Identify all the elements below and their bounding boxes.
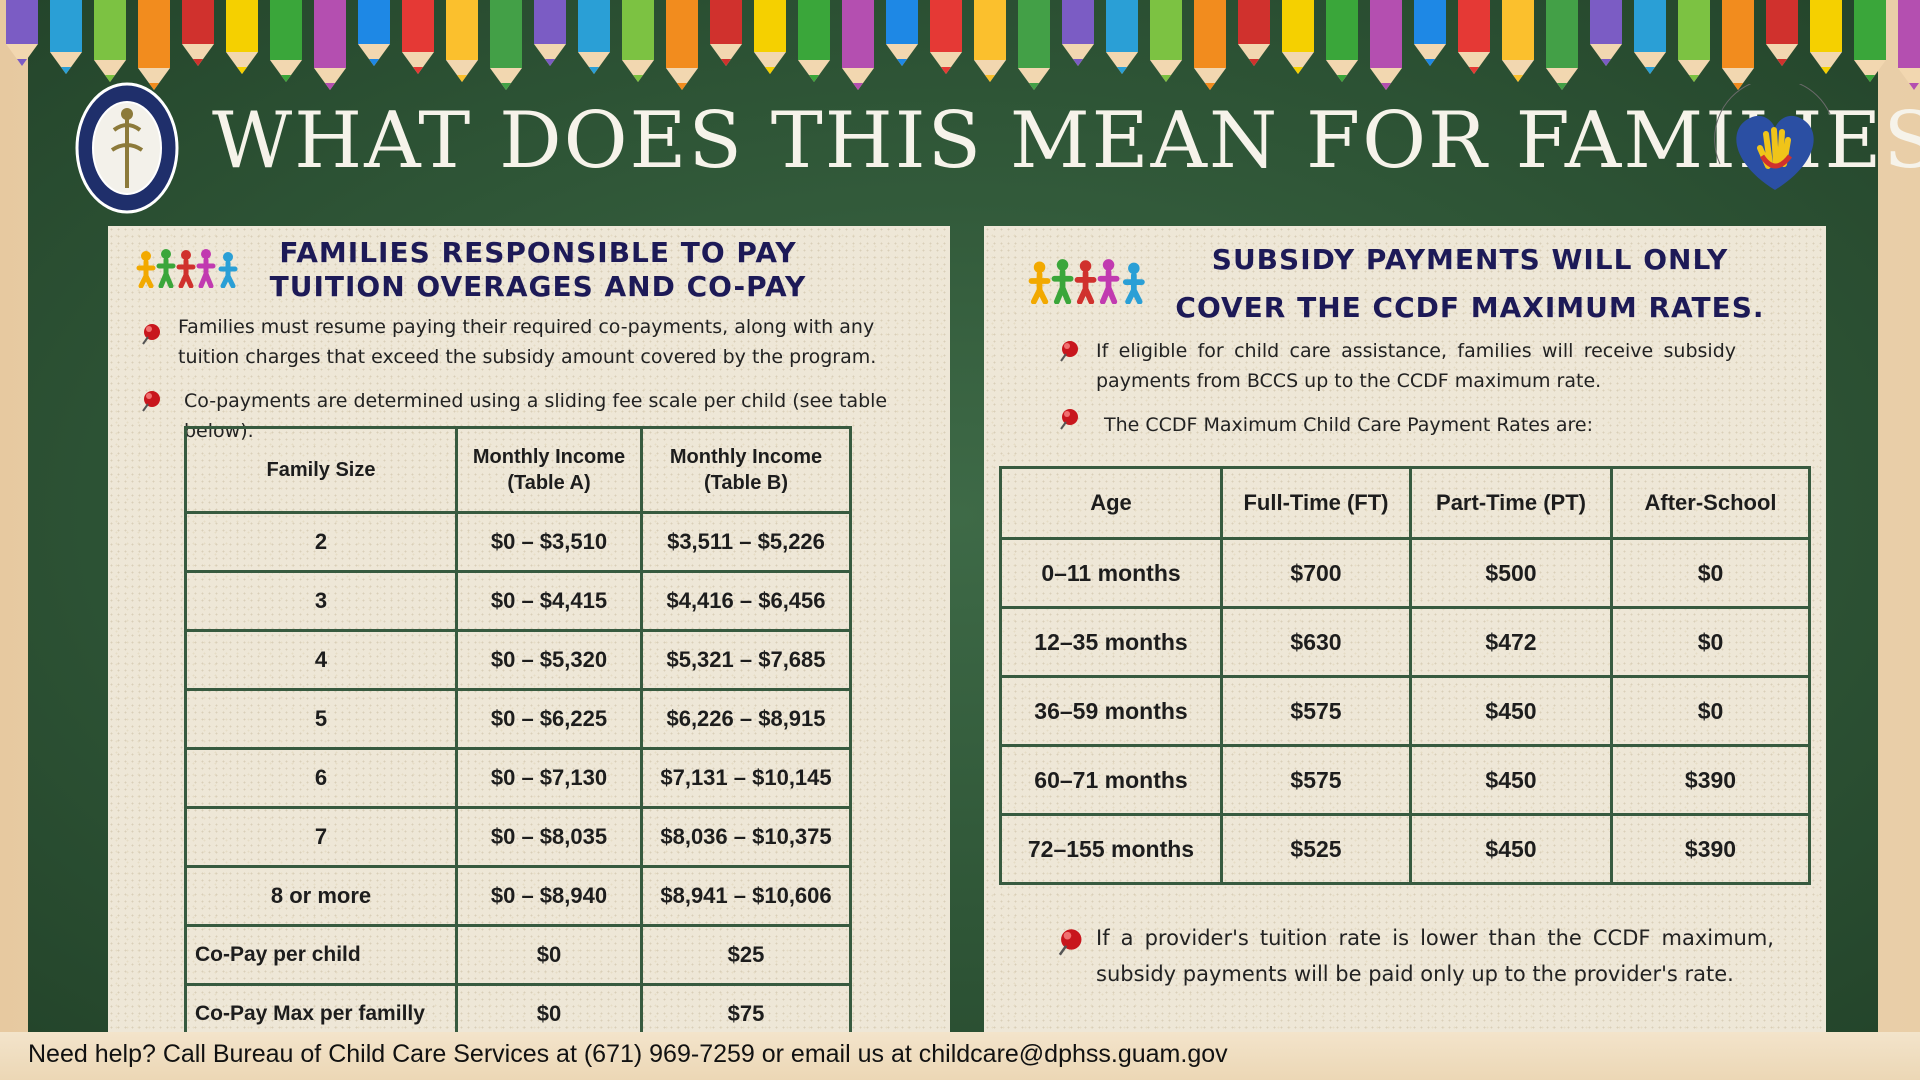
- pushpin-icon: [1058, 929, 1082, 956]
- copay-heading-line1: FAMILIES RESPONSIBLE TO PAY: [279, 236, 797, 269]
- table-cell: $500: [1409, 537, 1613, 609]
- income-table: Family Size Monthly Income (Table A) Mon…: [184, 426, 852, 1045]
- table-cell: $450: [1409, 744, 1613, 816]
- column-header: After-School: [1610, 466, 1811, 540]
- table-cell: $0: [1610, 675, 1811, 747]
- table-cell: $8,941 – $10,606: [640, 865, 852, 927]
- table-cell: $0 – $3,510: [455, 511, 643, 573]
- table-cell: 6: [184, 747, 458, 809]
- pushpin-icon: [142, 391, 160, 412]
- table-cell: $0: [1610, 606, 1811, 678]
- table-row: 60–71 months $575 $450 $390: [999, 744, 1811, 816]
- help-contact-text: Need help? Call Bureau of Child Care Ser…: [28, 1040, 1228, 1068]
- table-cell: $0: [455, 924, 643, 986]
- table-cell: $3,511 – $5,226: [640, 511, 852, 573]
- table-cell: 36–59 months: [999, 675, 1223, 747]
- table-cell: $390: [1610, 744, 1811, 816]
- table-row: 0–11 months $700 $500 $0: [999, 537, 1811, 609]
- table-cell: Co-Pay per child: [184, 924, 458, 986]
- pushpin-icon: [1060, 341, 1078, 362]
- column-header: Monthly Income (Table B): [640, 426, 852, 514]
- table-cell: 4: [184, 629, 458, 691]
- ccdf-rates-table: Age Full-Time (FT) Part-Time (PT) After-…: [999, 466, 1811, 885]
- public-health-seal-logo: [75, 82, 179, 214]
- table-cell: 12–35 months: [999, 606, 1223, 678]
- table-row: 8 or more $0 – $8,940 $8,941 – $10,606: [184, 865, 852, 927]
- table-cell: 60–71 months: [999, 744, 1223, 816]
- copay-heading: FAMILIES RESPONSIBLE TO PAY TUITION OVER…: [248, 236, 828, 304]
- table-cell: $4,416 – $6,456: [640, 570, 852, 632]
- table-row: 5 $0 – $6,225 $6,226 – $8,915: [184, 688, 852, 750]
- child-care-services-logo: [1714, 84, 1831, 190]
- table-cell: 72–155 months: [999, 813, 1223, 885]
- copay-heading-line2: TUITION OVERAGES AND CO-PAY: [269, 270, 807, 303]
- paper-people-icon: [1028, 259, 1145, 304]
- table-cell: $525: [1220, 813, 1412, 885]
- table-cell: $0 – $5,320: [455, 629, 643, 691]
- table-row: 36–59 months $575 $450 $0: [999, 675, 1811, 747]
- table-cell: $0: [1610, 537, 1811, 609]
- column-header: Family Size: [184, 426, 458, 514]
- table-cell: $450: [1409, 813, 1613, 885]
- table-cell: 5: [184, 688, 458, 750]
- table-cell: $700: [1220, 537, 1412, 609]
- column-header: Full-Time (FT): [1220, 466, 1412, 540]
- table-cell: 8 or more: [184, 865, 458, 927]
- page-title: WHAT DOES THIS MEAN FOR FAMILIES?: [212, 96, 1920, 186]
- copay-bullet-1: Families must resume paying their requir…: [178, 316, 877, 368]
- table-cell: $575: [1220, 675, 1412, 747]
- table-cell: 7: [184, 806, 458, 868]
- table-cell: 3: [184, 570, 458, 632]
- table-cell: $0 – $8,035: [455, 806, 643, 868]
- table-row: Co-Pay per child $0 $25: [184, 924, 852, 986]
- table-cell: 2: [184, 511, 458, 573]
- table-cell: $0 – $8,940: [455, 865, 643, 927]
- column-header: Age: [999, 466, 1223, 540]
- footer-bar: [0, 1032, 1920, 1080]
- table-cell: $8,036 – $10,375: [640, 806, 852, 868]
- subsidy-bullet-3: If a provider's tuition rate is lower th…: [1096, 926, 1774, 986]
- table-cell: $7,131 – $10,145: [640, 747, 852, 809]
- table-header-row: Age Full-Time (FT) Part-Time (PT) After-…: [999, 466, 1811, 540]
- paper-people-icon: [136, 249, 238, 288]
- table-cell: $0 – $4,415: [455, 570, 643, 632]
- subsidy-bullet-2: The CCDF Maximum Child Care Payment Rate…: [1104, 414, 1594, 436]
- table-cell: 0–11 months: [999, 537, 1223, 609]
- table-cell: $0 – $7,130: [455, 747, 643, 809]
- table-cell: $630: [1220, 606, 1412, 678]
- table-row: 4 $0 – $5,320 $5,321 – $7,685: [184, 629, 852, 691]
- table-row: 3 $0 – $4,415 $4,416 – $6,456: [184, 570, 852, 632]
- table-cell: $472: [1409, 606, 1613, 678]
- column-header: Monthly Income (Table A): [455, 426, 643, 514]
- table-row: 7 $0 – $8,035 $8,036 – $10,375: [184, 806, 852, 868]
- table-header-row: Family Size Monthly Income (Table A) Mon…: [184, 426, 852, 514]
- table-row: 72–155 months $525 $450 $390: [999, 813, 1811, 885]
- subsidy-heading-line1: SUBSIDY PAYMENTS WILL ONLY: [1211, 243, 1729, 276]
- table-cell: $575: [1220, 744, 1412, 816]
- subsidy-bullet-1: If eligible for child care assistance, f…: [1096, 340, 1736, 392]
- table-row: 6 $0 – $7,130 $7,131 – $10,145: [184, 747, 852, 809]
- table-cell: $25: [640, 924, 852, 986]
- table-row: 2 $0 – $3,510 $3,511 – $5,226: [184, 511, 852, 573]
- subsidy-heading-line2: COVER THE CCDF MAXIMUM RATES.: [1175, 291, 1765, 324]
- table-cell: $450: [1409, 675, 1613, 747]
- subsidy-heading: SUBSIDY PAYMENTS WILL ONLY COVER THE CCD…: [1160, 236, 1780, 332]
- table-cell: $5,321 – $7,685: [640, 629, 852, 691]
- table-cell: $6,226 – $8,915: [640, 688, 852, 750]
- pushpin-icon: [1060, 409, 1078, 430]
- table-cell: $390: [1610, 813, 1811, 885]
- pencil-border: [6, 0, 1920, 90]
- table-row: 12–35 months $630 $472 $0: [999, 606, 1811, 678]
- column-header: Part-Time (PT): [1409, 466, 1613, 540]
- pushpin-icon: [142, 324, 160, 345]
- table-cell: $0 – $6,225: [455, 688, 643, 750]
